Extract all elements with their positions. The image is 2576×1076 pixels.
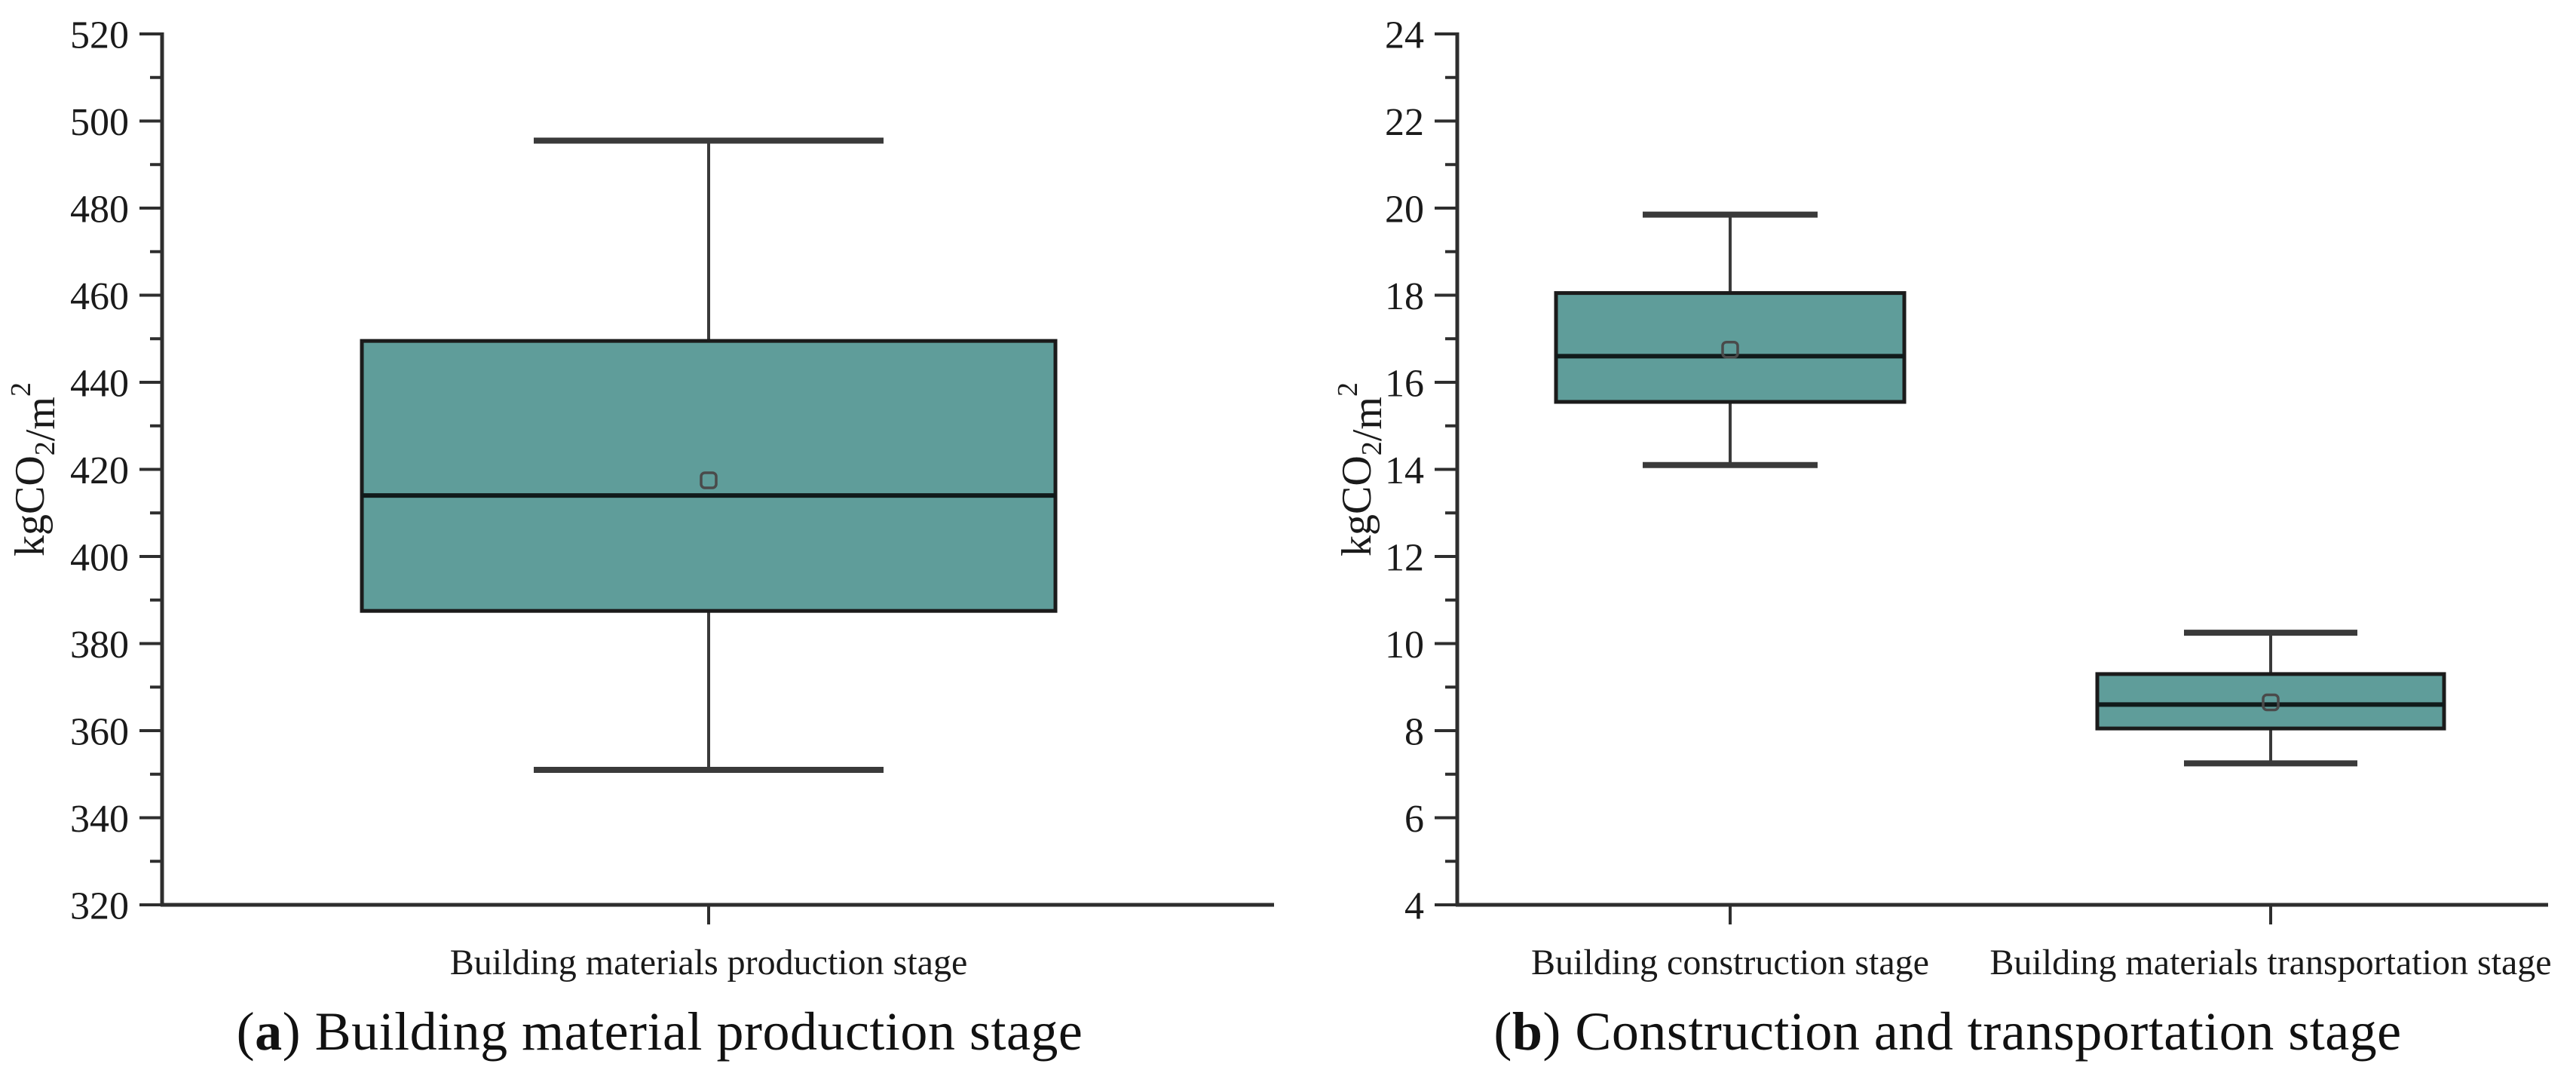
caption-a-bold: a — [255, 1001, 283, 1062]
y-tick-label: 18 — [1385, 275, 1424, 318]
mean-marker — [2262, 693, 2280, 712]
y-tick-label: 320 — [70, 885, 129, 928]
y-tick-label: 360 — [70, 711, 129, 754]
caption-a-post: ) Building material production stage — [282, 1001, 1083, 1062]
x-category-label: Building construction stage — [1531, 943, 1929, 983]
chart-b-canvas: 4 6 8 10 12 14 16 18 20 22 24 kgCO2/m2 Building cons… — [1332, 14, 2552, 983]
y-axis-title: kgCO2/m2 — [1332, 382, 1391, 556]
y-tick-label: 400 — [70, 537, 129, 580]
chart-panel-a: 320 340 360 380 400 420 440 460 480 500 520 kgCO2/m… — [5, 14, 1274, 983]
y-tick-label: 24 — [1385, 14, 1424, 57]
y-tick-label: 20 — [1385, 189, 1424, 231]
y-tick-label: 4 — [1404, 885, 1424, 928]
mean-marker — [700, 471, 718, 489]
mean-marker — [1721, 340, 1739, 359]
box-iqr — [360, 339, 1058, 613]
y-tick-label: 380 — [70, 624, 129, 667]
y-tick-label: 6 — [1404, 798, 1424, 841]
y-tick-label: 340 — [70, 798, 129, 841]
y-tick-label: 10 — [1385, 624, 1424, 667]
y-tick-label: 440 — [70, 363, 129, 406]
y-tick-label: 14 — [1385, 449, 1424, 492]
box-iqr — [2095, 672, 2446, 731]
caption-a: (a) Building material production stage — [0, 994, 1319, 1069]
y-tick-label: 22 — [1385, 101, 1424, 144]
y-tick-label: 460 — [70, 275, 129, 318]
chart-a-canvas: 320 340 360 380 400 420 440 460 480 500 520 kgCO2/m… — [5, 14, 1274, 983]
caption-b-bold: b — [1512, 1001, 1543, 1062]
y-tick-label: 12 — [1385, 537, 1424, 580]
caption-b: (b) Construction and transportation stag… — [1319, 994, 2576, 1069]
chart-panel-b: 4 6 8 10 12 14 16 18 20 22 24 kgCO2/m2 Building cons… — [1319, 0, 2576, 1076]
caption-b-pre: ( — [1493, 1001, 1512, 1062]
caption-b-post: ) Construction and transportation stage — [1542, 1001, 2402, 1062]
y-axis-title: kgCO2/m2 — [5, 382, 64, 556]
y-tick-label: 500 — [70, 101, 129, 144]
y-tick-label: 420 — [70, 449, 129, 492]
y-tick-label: 520 — [70, 14, 129, 57]
y-tick-label: 8 — [1404, 711, 1424, 754]
caption-a-pre: ( — [236, 1001, 256, 1062]
y-tick-label: 16 — [1385, 363, 1424, 406]
y-tick-label: 480 — [70, 189, 129, 231]
x-category-label: Building materials transportation stage — [1989, 943, 2551, 983]
x-category-label: Building materials production stage — [450, 943, 968, 983]
box-iqr — [1554, 291, 1907, 404]
